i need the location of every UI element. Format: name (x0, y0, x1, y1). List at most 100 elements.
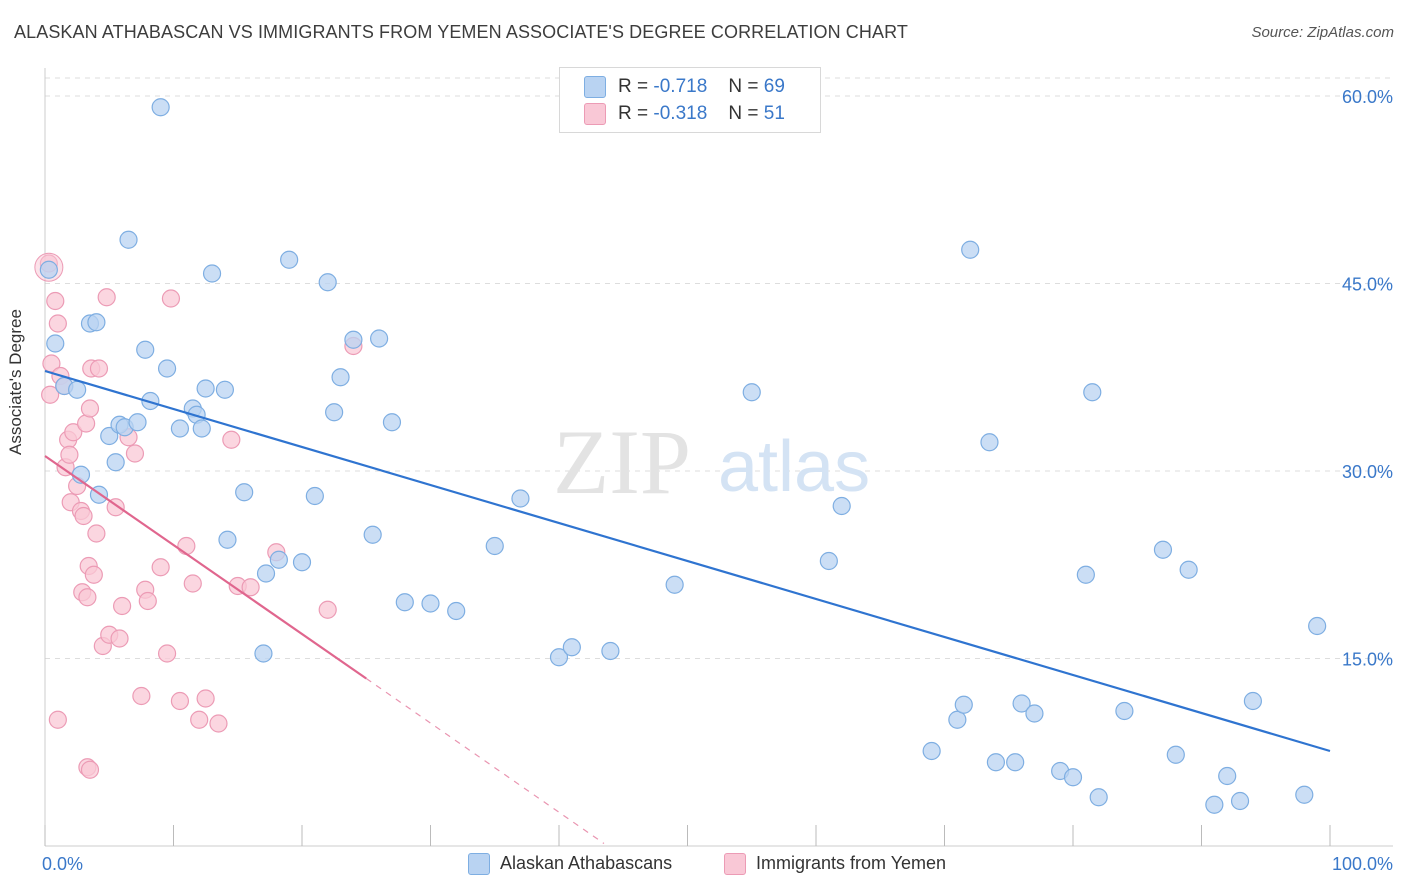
athabascan-point (1063, 768, 1083, 787)
athabascan-point (665, 575, 684, 594)
athabascan-point (395, 593, 414, 612)
athabascan-point (1089, 788, 1108, 807)
athabascan-point (1115, 701, 1134, 721)
trend-lines (44, 369, 1331, 844)
athabascan-point (325, 403, 344, 422)
athabascan-point (1076, 565, 1095, 584)
yemen-point (190, 710, 209, 729)
watermark-zip: ZIP (553, 411, 691, 513)
yemen-point (74, 506, 93, 526)
athabascan-point (954, 695, 973, 714)
athabascan-point (511, 489, 530, 508)
athabascan-point (986, 753, 1006, 772)
yemen-point (97, 288, 116, 307)
yemen-point (196, 689, 215, 708)
athabascan-point (961, 240, 980, 259)
yemen-point (64, 423, 83, 442)
yemen-point (48, 314, 67, 333)
legend-n-label: N = (728, 76, 759, 97)
yemen-point (80, 399, 100, 418)
x-tick-label: 0.0% (42, 854, 83, 874)
athabascan-point (344, 330, 363, 349)
tick-labels: 15.0% 30.0% 45.0% 60.0% 0.0% 100.0% (42, 87, 1393, 874)
athabascan-point (305, 486, 324, 506)
source-label: Source: ZipAtlas.com (1251, 24, 1394, 41)
yemen-point (112, 596, 132, 616)
yemen-trendline (44, 455, 367, 680)
y-tick-label: 60.0% (1342, 87, 1393, 107)
athabascan-point (1083, 383, 1102, 402)
legend-r-label: R = (618, 76, 649, 97)
yemen-point (132, 686, 151, 706)
athabascan-point (1006, 753, 1025, 772)
athabascan-point (318, 273, 337, 292)
legend-n-value: 69 (763, 76, 785, 97)
athabascan-point (1243, 691, 1263, 711)
yemen-point (209, 714, 228, 733)
x-tick-label: 100.0% (1332, 854, 1393, 874)
legend-r-label: R = (618, 103, 649, 124)
athabascan-point (382, 413, 402, 432)
athabascan-point (192, 419, 211, 438)
athabascan-point (1308, 616, 1327, 636)
yemen-point (110, 629, 129, 648)
athabascan-point (1230, 791, 1250, 811)
athabascan-point (1025, 704, 1044, 723)
legend-label-pink: Immigrants from Yemen (756, 853, 947, 873)
yemen-point (177, 536, 196, 556)
yemen-point (41, 385, 60, 404)
yemen-point (151, 558, 170, 577)
athabascan-point (562, 638, 581, 657)
athabascan-point (196, 379, 215, 398)
athabascan-point (1205, 795, 1224, 814)
athabascan-point (363, 525, 382, 544)
athabascan-point (106, 453, 125, 472)
yemen-point (84, 565, 103, 584)
athabascan-point (331, 368, 350, 387)
pink-points (34, 252, 363, 779)
athabascan-point (254, 644, 273, 663)
yemen-trendline-extension (365, 678, 605, 844)
yemen-point (60, 445, 79, 464)
legend-swatch-pink (584, 103, 606, 125)
y-tick-label: 15.0% (1342, 650, 1393, 670)
athabascan-point (1153, 540, 1173, 559)
athabascan-point (819, 551, 838, 571)
athabascan-point (742, 383, 761, 402)
athabascan-point (39, 260, 58, 279)
yemen-point (318, 600, 337, 619)
athabascan-point (87, 313, 106, 332)
legend-swatch-pink (724, 853, 746, 875)
yemen-point (138, 591, 157, 611)
athabascan-point (447, 601, 466, 621)
athabascan-point (1166, 745, 1185, 764)
athabascan-point (948, 710, 967, 729)
athabascan-point (119, 230, 138, 249)
athabascan-point (141, 391, 160, 411)
athabascan-point (202, 264, 222, 283)
yemen-point (46, 291, 65, 311)
legend-swatch-blue (468, 853, 490, 875)
athabascan-point (157, 359, 177, 378)
yemen-point (77, 414, 96, 433)
y-axis-label: Associate's Degree (6, 309, 25, 455)
athabascan-point (421, 594, 440, 613)
athabascan-point (68, 380, 87, 399)
yemen-point (89, 359, 109, 378)
watermark-atlas: atlas (718, 427, 870, 507)
athabascan-point (1179, 560, 1198, 579)
yemen-point (183, 574, 202, 593)
athabascan-point (1218, 766, 1237, 786)
y-tick-label: 30.0% (1342, 462, 1393, 482)
athabascan-point (170, 419, 190, 438)
yemen-point (87, 524, 106, 543)
watermark: ZIP atlas (553, 411, 870, 513)
athabascan-point (46, 334, 65, 353)
yemen-point (48, 710, 67, 729)
athabascan-point (980, 433, 999, 452)
athabascan-point (549, 648, 569, 667)
athabascan-point (218, 530, 237, 549)
athabascan-point (485, 536, 504, 556)
athabascan-point (151, 98, 170, 117)
legend-n-label: N = (728, 103, 759, 124)
